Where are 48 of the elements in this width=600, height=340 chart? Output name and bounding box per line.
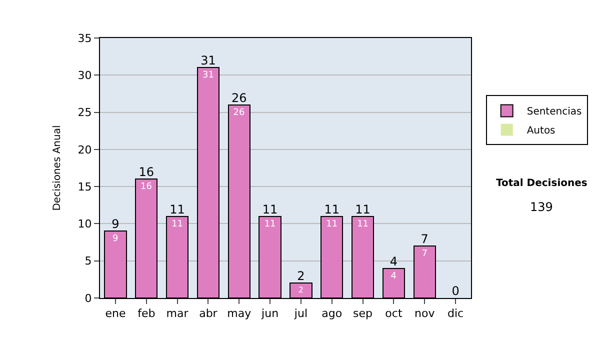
data-label: 7 xyxy=(422,249,428,259)
x-tick-label: dic xyxy=(447,307,464,320)
x-tick-label: nov xyxy=(414,307,436,320)
data-label: 11 xyxy=(357,219,369,230)
data-label: 11 xyxy=(326,219,338,230)
data-label: 31 xyxy=(202,70,214,81)
total-label: 2 xyxy=(297,269,305,284)
total-label: 11 xyxy=(170,202,185,216)
data-label: 16 xyxy=(140,182,152,192)
total-label: 9 xyxy=(112,217,120,232)
y-tick-label: 0 xyxy=(84,292,92,305)
total-label: 7 xyxy=(420,232,428,246)
x-tick-label: abr xyxy=(199,307,218,320)
total-label: 11 xyxy=(262,202,278,216)
text: Total Decisiones xyxy=(496,178,588,189)
x-tick-label: may xyxy=(227,307,252,320)
total-label: 11 xyxy=(324,202,340,216)
y-tick-label: 10 xyxy=(78,218,92,231)
x-tick-label: oct xyxy=(385,307,403,320)
x-tick-label: ene xyxy=(105,307,126,320)
total-label: 4 xyxy=(390,254,398,268)
total-label: 11 xyxy=(355,202,370,216)
x-tick-label: mar xyxy=(166,307,189,320)
y-axis-title: Decisiones Anual xyxy=(52,125,63,211)
data-label: 2 xyxy=(298,285,304,294)
total-label: 16 xyxy=(138,165,154,180)
data-label: 26 xyxy=(233,108,245,118)
x-tick-label: sep xyxy=(353,307,373,320)
total-label: 0 xyxy=(452,284,460,298)
y-tick-label: 30 xyxy=(78,68,92,82)
y-tick-label: 15 xyxy=(78,180,92,194)
data-label: 4 xyxy=(390,271,397,282)
legend-label: Autos xyxy=(526,126,556,137)
y-tick-label: 25 xyxy=(78,106,92,120)
x-tick-label: ago xyxy=(322,307,342,320)
data-label: 11 xyxy=(172,219,184,230)
y-tick-label: 5 xyxy=(84,254,92,268)
total-label: 31 xyxy=(200,54,216,68)
data-label: 11 xyxy=(264,219,276,230)
y-tick-label: 20 xyxy=(78,143,92,156)
data-label: 9 xyxy=(112,234,118,244)
legend-label: Sentencias xyxy=(526,106,582,118)
x-tick-label: jun xyxy=(260,307,279,320)
y-tick-label: 35 xyxy=(78,32,92,45)
x-tick-label: feb xyxy=(138,307,156,320)
total-label: 26 xyxy=(231,90,247,105)
text: 139 xyxy=(530,200,553,214)
x-tick-label: jul xyxy=(293,307,308,320)
